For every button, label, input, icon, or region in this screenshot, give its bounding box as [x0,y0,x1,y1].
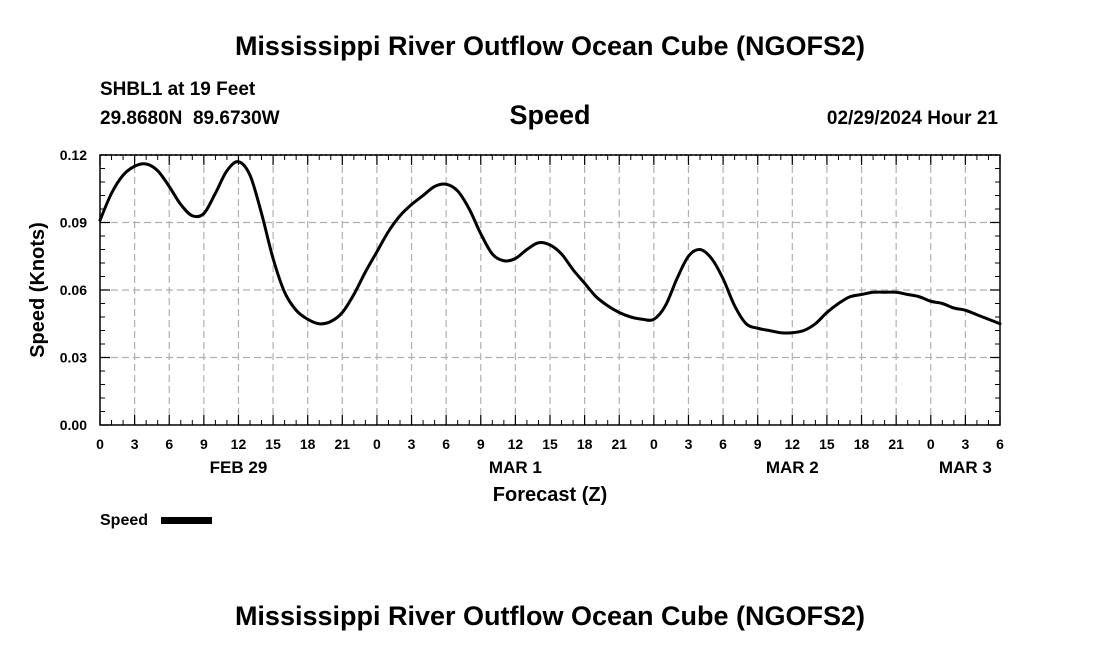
y-tick-label: 0.06 [60,282,87,298]
x-tick-label: 9 [200,436,208,452]
x-tick-label: 6 [442,436,450,452]
x-tick-label: 12 [508,436,524,452]
footer-title: Mississippi River Outflow Ocean Cube (NG… [235,601,865,631]
x-tick-label: 9 [754,436,762,452]
speed-series-line [98,160,1002,335]
legend-label: Speed [100,512,148,529]
x-tick-label: 3 [961,436,969,452]
x-tick-label: 3 [408,436,416,452]
panel-title: Speed [509,100,590,130]
legend-line-swatch [161,517,212,524]
x-tick-label: 21 [888,436,904,452]
y-tick-label: 0.03 [60,350,87,366]
x-tick-label: 12 [785,436,801,452]
grid-lines [100,154,1000,425]
chart-title: Mississippi River Outflow Ocean Cube (NG… [235,31,865,61]
x-tick-label: 0 [650,436,658,452]
station-coords: 29.8680N 89.6730W [100,108,280,129]
x-tick-label: 0 [927,436,935,452]
y-tick-label: 0.12 [60,147,87,163]
x-tick-label: 18 [300,436,316,452]
forecast-timestamp: 02/29/2024 Hour 21 [827,108,999,129]
x-tick-label: 15 [819,436,835,452]
y-axis-title: Speed (Knots) [27,222,49,358]
x-axis-title: Forecast (Z) [493,484,607,506]
y-tick-label: 0.09 [60,215,87,231]
y-tick-label: 0.00 [60,417,87,433]
series-layer [98,160,1002,335]
x-tick-label: 12 [231,436,247,452]
y-tick-labels: 0.00 0.03 0.06 0.09 0.12 [60,147,87,433]
date-label: MAR 2 [766,458,819,477]
date-label: FEB 29 [210,458,268,477]
legend: Speed [100,512,212,529]
x-tick-label: 6 [719,436,727,452]
date-label: MAR 1 [489,458,542,477]
x-tick-label: 15 [265,436,281,452]
x-tick-label: 0 [373,436,381,452]
x-tick-label: 21 [335,436,351,452]
date-labels: FEB 29 MAR 1 MAR 2 MAR 3 [210,458,992,477]
x-tick-labels: 0 3 6 9 12 15 18 21 0 3 6 9 12 15 18 21 0 3 6 9 12 15 18 21 0 3 6 [96,436,1004,452]
x-tick-label: 15 [542,436,558,452]
x-tick-label: 3 [685,436,693,452]
x-tick-label: 18 [854,436,870,452]
x-tick-label: 9 [477,436,485,452]
plot-frame [99,154,1001,426]
date-label: MAR 3 [939,458,992,477]
x-tick-label: 6 [165,436,173,452]
x-tick-label: 3 [131,436,139,452]
x-tick-label: 21 [611,436,627,452]
x-tick-label: 0 [96,436,104,452]
x-tick-label: 6 [996,436,1004,452]
x-tick-label: 18 [577,436,593,452]
station-label: SHBL1 at 19 Feet [100,79,256,100]
